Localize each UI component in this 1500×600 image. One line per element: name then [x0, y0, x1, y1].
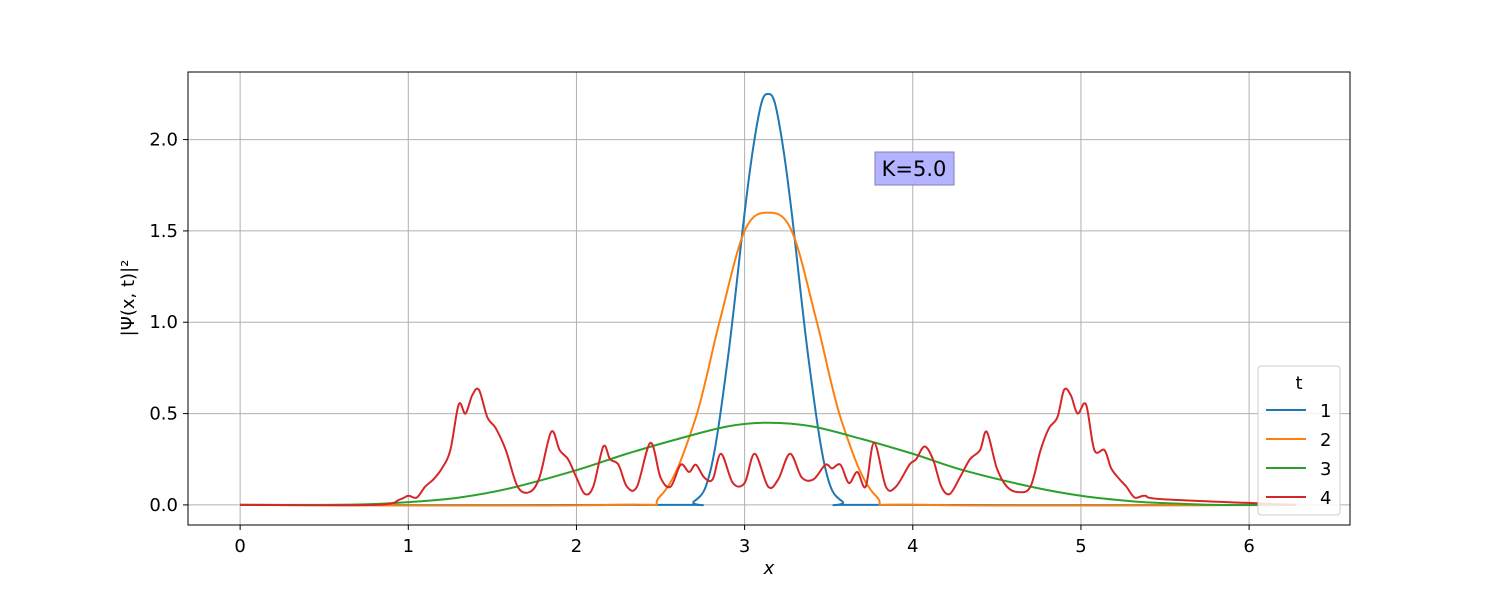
x-tick-label: 1	[403, 536, 414, 557]
legend-label-4: 4	[1320, 488, 1331, 509]
ticks: 0 1 2 3 4 5 6 0.0 0.5 1.0 1.5 2.0	[149, 130, 1254, 557]
series-line-2	[240, 211, 1297, 507]
plot-frame	[187, 71, 1351, 526]
legend-items: 1 2 3 4	[1266, 401, 1331, 509]
x-tick-label: 3	[739, 536, 750, 557]
series-group	[240, 92, 1297, 507]
y-tick-label: 0.5	[149, 404, 178, 425]
y-tick-label: 0.0	[149, 495, 178, 516]
x-axis-label: x	[763, 558, 775, 579]
y-tick-label: 1.0	[149, 312, 178, 333]
annotation-text: K=5.0	[882, 157, 947, 181]
series-line-3	[240, 421, 1297, 507]
annotation-box: K=5.0	[874, 151, 955, 186]
legend-title: t	[1295, 373, 1302, 394]
y-tick-label: 1.5	[149, 221, 178, 242]
legend-label-2: 2	[1320, 430, 1331, 451]
legend-label-1: 1	[1320, 401, 1331, 422]
legend: t 1 2 3 4	[1257, 365, 1341, 516]
y-axis-label: |Ψ(x, t)|²	[118, 260, 139, 337]
x-tick-label: 4	[907, 536, 918, 557]
series-line-1	[240, 92, 1297, 507]
annotation-background	[874, 151, 955, 186]
legend-label-3: 3	[1320, 459, 1331, 480]
x-tick-label: 0	[234, 536, 245, 557]
x-tick-label: 5	[1075, 536, 1086, 557]
y-tick-label: 2.0	[149, 130, 178, 151]
series-line-4	[240, 387, 1297, 507]
x-tick-label: 6	[1243, 536, 1254, 557]
x-tick-label: 2	[571, 536, 582, 557]
legend-frame	[1257, 365, 1341, 516]
